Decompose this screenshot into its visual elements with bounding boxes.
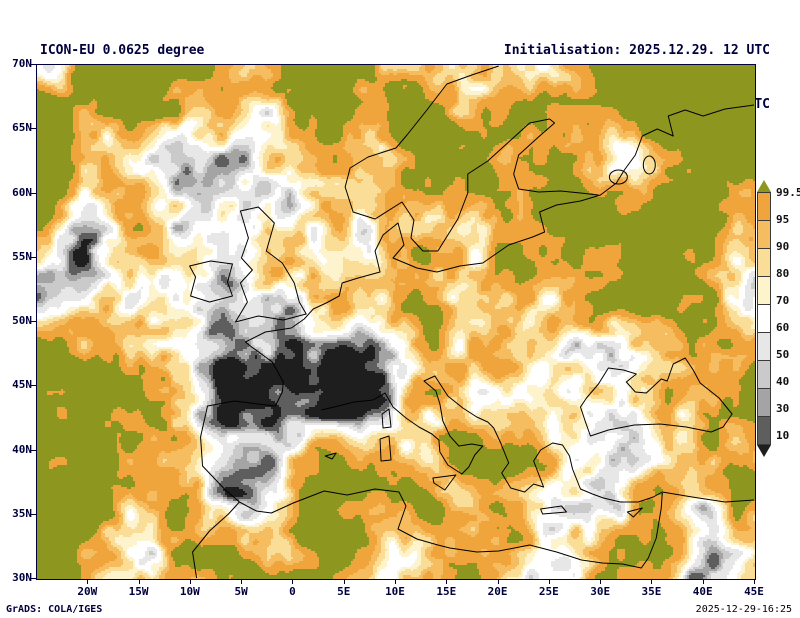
lon-tick — [600, 579, 602, 584]
colorbar-label-95: 95 — [776, 213, 790, 226]
coastline-crete — [540, 505, 568, 515]
coastline-mallorca — [324, 452, 337, 460]
lon-tick — [446, 579, 448, 584]
colorbar-under-triangle — [757, 445, 771, 457]
lon-tick — [189, 579, 191, 584]
lon-tick — [395, 579, 396, 584]
map-plot-area — [36, 64, 756, 580]
lat-label-50N: 50N — [12, 314, 32, 327]
lon-label-5W: 5W — [234, 585, 248, 598]
colorbar-segment — [757, 333, 771, 361]
lat-label-65N: 65N — [12, 121, 32, 135]
lat-tick — [31, 192, 36, 194]
lat-tick — [31, 321, 36, 322]
lon-tick — [241, 579, 243, 584]
colorbar-label-99.5: 99.5 — [776, 186, 800, 199]
colorbar-label-90: 90 — [776, 240, 790, 253]
coastline-britain — [234, 206, 307, 323]
colorbar-label-50: 50 — [776, 348, 790, 361]
lon-label-20E: 20E — [487, 585, 508, 598]
colorbar-label-80: 80 — [776, 267, 790, 280]
coastline-corsica — [381, 408, 392, 429]
lat-label-30N: 30N — [12, 571, 32, 584]
lon-label-10W: 10W — [179, 585, 200, 598]
model-title: ICON-EU 0.0625 degree — [40, 43, 205, 58]
colorbar-label-70: 70 — [776, 294, 790, 307]
lon-label-10E: 10E — [385, 585, 405, 598]
lon-label-40E: 40E — [692, 585, 713, 598]
initialisation-text: Initialisation: 2025.12.29. 12 UTC — [503, 43, 770, 58]
lat-label-55N: 55N — [12, 249, 32, 263]
colorbar-segment — [757, 221, 771, 249]
colorbar-label-60: 60 — [776, 321, 790, 334]
coastline-sicily — [432, 474, 457, 491]
lat-tick — [31, 256, 36, 258]
coastlines-overlay — [189, 65, 755, 579]
lat-tick — [31, 128, 36, 130]
lat-tick — [31, 449, 36, 451]
lon-label-0: 0 — [289, 585, 296, 598]
lon-label-20W: 20W — [77, 585, 98, 598]
lon-label-25E: 25E — [538, 585, 559, 598]
colorbar-segment — [757, 305, 771, 333]
coastline-black-sea — [579, 357, 733, 437]
lat-tick — [31, 578, 36, 579]
lon-tick — [651, 579, 653, 584]
lon-label-35E: 35E — [641, 585, 662, 598]
colorbar-label-10: 10 — [776, 429, 790, 442]
lon-tick — [702, 579, 704, 584]
lat-label-70N: 70N — [12, 57, 32, 70]
colorbar-over-triangle — [757, 180, 771, 192]
lon-tick — [138, 579, 140, 584]
lon-tick — [292, 579, 294, 584]
colorbar-label-40: 40 — [776, 375, 790, 388]
coastline-italy-balkans — [321, 375, 755, 503]
lon-label-15E: 15E — [436, 585, 457, 598]
lon-label-15W: 15W — [128, 585, 149, 598]
colorbar-segment — [757, 417, 771, 445]
colorbar-label-30: 30 — [776, 402, 790, 415]
generation-timestamp: 2025-12-29-16:25 — [695, 604, 792, 615]
lat-label-45N: 45N — [12, 378, 32, 392]
lon-label-30E: 30E — [590, 585, 611, 598]
lat-tick — [31, 513, 36, 515]
colorbar-segment — [757, 361, 771, 389]
lon-label-45E: 45E — [744, 585, 764, 598]
lat-label-40N: 40N — [12, 442, 32, 456]
coastline-scandinavia — [344, 65, 599, 252]
coastline-sardinia — [379, 435, 392, 462]
colorbar — [757, 180, 771, 457]
colorbar-segment — [757, 277, 771, 305]
grads-credit: GrADS: COLA/IGES — [6, 604, 103, 615]
lake-ladoga — [608, 169, 628, 185]
lat-label-60N: 60N — [12, 185, 32, 199]
lon-label-5E: 5E — [337, 585, 351, 598]
cloud-cover-raster — [37, 65, 755, 579]
lon-tick — [343, 579, 345, 584]
coastline-mainland-europe — [200, 104, 755, 503]
lat-tick — [31, 64, 36, 65]
lake-onega — [642, 155, 656, 175]
lon-tick — [754, 579, 755, 584]
coastline-cyprus — [626, 507, 643, 518]
colorbar-segment — [757, 192, 771, 221]
colorbar-segment — [757, 389, 771, 417]
lon-tick — [548, 579, 550, 584]
lat-tick — [31, 385, 36, 387]
lon-tick — [497, 579, 499, 584]
coastline-north-africa-levant — [192, 488, 663, 579]
colorbar-segment — [757, 249, 771, 277]
lon-tick — [87, 579, 89, 584]
lat-label-35N: 35N — [12, 506, 32, 520]
coastline-ireland — [189, 260, 233, 303]
